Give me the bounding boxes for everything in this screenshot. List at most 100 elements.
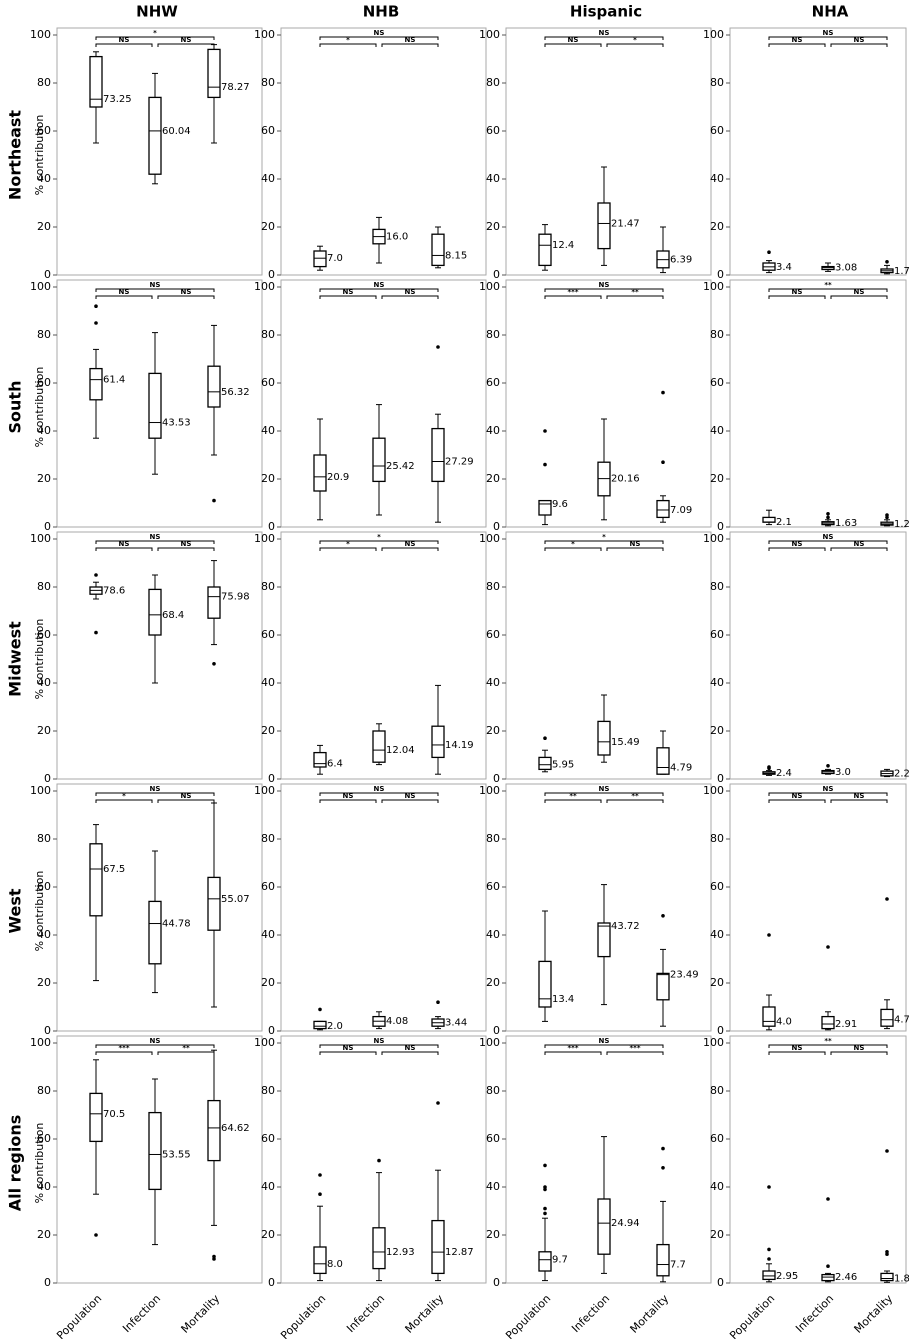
significance-label: ** — [824, 281, 832, 289]
box — [656, 972, 670, 1001]
y-tick-label: 80 — [710, 580, 724, 593]
significance-bracket — [544, 547, 602, 551]
box — [656, 499, 670, 519]
significance-bracket — [768, 1051, 826, 1055]
box — [207, 1099, 221, 1162]
panel-frame — [280, 531, 487, 780]
significance-bracket — [319, 1051, 377, 1055]
significance-label: * — [377, 533, 381, 541]
box — [762, 1006, 776, 1027]
significance-label: NS — [823, 29, 834, 37]
y-tick-label: 100 — [254, 784, 275, 797]
significance-bracket — [606, 547, 664, 551]
significance-bracket — [157, 1051, 215, 1055]
box — [538, 756, 552, 771]
box — [431, 427, 445, 483]
panel-frame — [280, 27, 487, 276]
y-tick-label: 20 — [261, 220, 275, 233]
significance-bracket — [381, 547, 439, 551]
significance-label: NS — [343, 792, 354, 800]
significance-bracket — [544, 295, 602, 299]
y-tick-label: 0 — [493, 520, 500, 533]
significance-label: NS — [181, 288, 192, 296]
y-tick-label: 100 — [30, 1036, 51, 1049]
outlier — [885, 260, 889, 264]
x-tick-label: Mortality — [628, 1292, 672, 1336]
panel-frame — [729, 27, 907, 276]
y-tick-label: 40 — [37, 1180, 51, 1193]
y-tick-label: 40 — [710, 172, 724, 185]
panel-frame — [505, 27, 712, 276]
median-label: 61.4 — [103, 375, 125, 386]
median-label: 60.04 — [162, 126, 191, 137]
y-tick-label: 0 — [717, 1024, 724, 1037]
significance-bracket — [319, 540, 439, 544]
box — [148, 1111, 162, 1191]
significance-bracket — [830, 547, 888, 551]
y-tick-label: 80 — [37, 580, 51, 593]
outlier — [436, 1000, 440, 1004]
significance-bracket — [95, 792, 215, 796]
y-tick-label: 60 — [37, 376, 51, 389]
median-label: 2.1 — [776, 517, 792, 528]
x-tick-label: Population — [278, 1292, 328, 1339]
y-tick-label: 0 — [493, 772, 500, 785]
y-axis-label: % contribution — [33, 1123, 46, 1204]
column-title: Hispanic — [570, 3, 642, 21]
y-tick-label: 40 — [261, 172, 275, 185]
y-axis-label: % contribution — [33, 619, 46, 700]
significance-bracket — [544, 1051, 602, 1055]
significance-bracket — [544, 540, 664, 544]
significance-label: ** — [824, 1037, 832, 1045]
panel-frame — [56, 27, 263, 276]
y-tick-label: 0 — [493, 268, 500, 281]
significance-bracket — [319, 792, 439, 796]
y-tick-label: 0 — [44, 1276, 51, 1289]
y-tick-label: 60 — [261, 376, 275, 389]
median-label: 3.0 — [835, 767, 851, 778]
significance-label: NS — [599, 29, 610, 37]
box — [207, 48, 221, 99]
box — [431, 1219, 445, 1275]
y-tick-label: 0 — [268, 772, 275, 785]
y-tick-label: 100 — [703, 28, 724, 41]
significance-bracket — [606, 1051, 664, 1055]
median-label: 75.98 — [221, 592, 250, 603]
column-title: NHB — [363, 3, 400, 21]
y-tick-label: 20 — [37, 220, 51, 233]
row-title: Northeast — [6, 110, 25, 200]
y-tick-label: 100 — [479, 1036, 500, 1049]
y-tick-label: 100 — [703, 280, 724, 293]
significance-label: * — [346, 36, 350, 44]
significance-label: *** — [568, 1044, 579, 1052]
median-label: 6.4 — [327, 759, 343, 770]
significance-label: NS — [119, 288, 130, 296]
box — [89, 1092, 103, 1143]
significance-label: NS — [405, 792, 416, 800]
outlier — [318, 1007, 322, 1012]
median-label: 1.88 — [894, 1273, 909, 1284]
median-label: 7.7 — [670, 1260, 686, 1271]
median-label: 44.78 — [162, 919, 191, 930]
y-tick-label: 40 — [486, 676, 500, 689]
outlier — [661, 1146, 665, 1151]
panel-frame — [505, 1035, 712, 1284]
significance-label: * — [346, 540, 350, 548]
y-tick-label: 20 — [261, 1228, 275, 1241]
median-label: 20.9 — [327, 472, 349, 483]
outlier — [543, 429, 547, 433]
outlier — [661, 390, 665, 395]
y-tick-label: 20 — [710, 472, 724, 485]
outlier — [885, 897, 889, 901]
significance-bracket — [95, 43, 153, 47]
significance-bracket — [830, 1051, 888, 1055]
median-label: 2.91 — [835, 1019, 857, 1030]
y-tick-label: 60 — [261, 628, 275, 641]
significance-label: NS — [405, 1044, 416, 1052]
y-tick-label: 80 — [261, 832, 275, 845]
outlier — [767, 1185, 771, 1189]
box — [538, 960, 552, 1008]
y-tick-label: 40 — [261, 424, 275, 437]
y-tick-label: 60 — [710, 376, 724, 389]
median-label: 67.5 — [103, 864, 125, 875]
